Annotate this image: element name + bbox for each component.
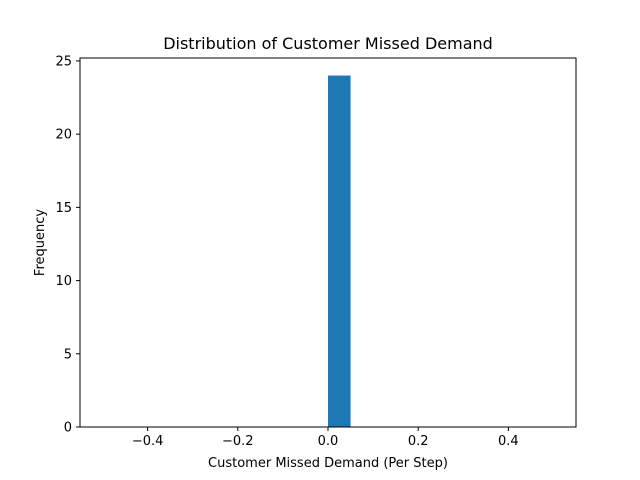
x-tick-label-2: 0.0 xyxy=(318,434,339,449)
y-ticks: 0 5 10 15 20 25 xyxy=(55,54,80,436)
x-tick-label-1: −0.2 xyxy=(222,434,254,449)
y-tick-label-5: 25 xyxy=(55,54,72,69)
x-ticks: −0.4 −0.2 0.0 0.2 0.4 xyxy=(132,427,519,449)
y-tick-label-3: 15 xyxy=(55,201,72,216)
y-tick-label-1: 5 xyxy=(64,347,72,362)
x-tick-label-4: 0.4 xyxy=(498,434,519,449)
y-tick-label-2: 10 xyxy=(55,274,72,289)
chart-title: Distribution of Customer Missed Demand xyxy=(163,34,493,53)
y-tick-label-4: 20 xyxy=(55,128,72,143)
y-axis-label: Frequency xyxy=(33,209,48,276)
x-tick-label-0: −0.4 xyxy=(132,434,164,449)
plot-frame xyxy=(79,57,577,428)
x-tick-label-3: 0.2 xyxy=(408,434,429,449)
y-tick-label-0: 0 xyxy=(64,421,72,436)
x-axis-label: Customer Missed Demand (Per Step) xyxy=(208,456,448,471)
bars-group xyxy=(328,75,351,428)
histogram-bar-0 xyxy=(328,75,351,428)
